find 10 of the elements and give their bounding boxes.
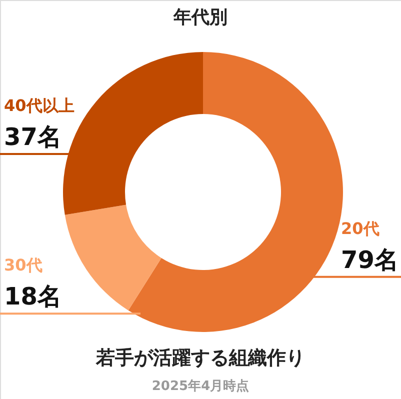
donut-slice (64, 204, 162, 310)
slice-label: 40代以上 (4, 96, 74, 115)
data-label: 79名 (341, 246, 398, 274)
data-label: 18名 (4, 282, 62, 311)
text: 2025年4月時点 (152, 378, 250, 394)
text: 若手が活躍する組織作り (95, 347, 305, 369)
chart-title: 年代別 (172, 7, 228, 28)
slice-label: 30代 (4, 256, 42, 275)
data-label: 37名 (4, 122, 62, 151)
slice-label: 20代 (341, 218, 380, 238)
